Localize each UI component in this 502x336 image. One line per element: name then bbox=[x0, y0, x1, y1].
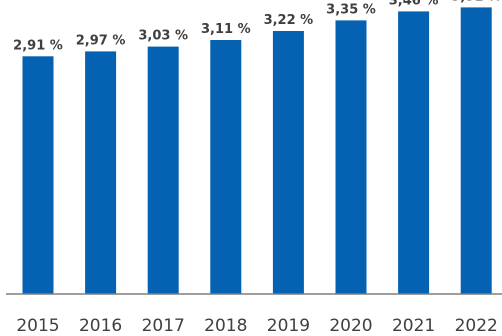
data-label-2017: 3,03 % bbox=[138, 29, 188, 44]
data-label-2016: 2,97 % bbox=[76, 33, 126, 48]
data-labels-group: 2,91 % 2,97 % 3,03 % 3,11 % 3,22 % 3,35 % 3,46… bbox=[13, 0, 501, 53]
data-label-2015: 2,91 % bbox=[13, 38, 63, 53]
bar-2015 bbox=[22, 56, 54, 294]
x-tick-label-2019: 2019 bbox=[267, 316, 310, 336]
bar-2021 bbox=[398, 11, 430, 295]
data-label-2018: 3,11 % bbox=[201, 22, 251, 37]
x-tick-label-2018: 2018 bbox=[204, 316, 247, 336]
bar-2017 bbox=[147, 46, 179, 294]
x-tick-label-2021: 2021 bbox=[392, 316, 435, 336]
x-tick-label-2017: 2017 bbox=[142, 316, 185, 336]
bar-2022 bbox=[460, 7, 492, 295]
data-label-2021: 3,46 % bbox=[389, 0, 439, 8]
data-label-2020: 3,35 % bbox=[326, 2, 376, 17]
data-label-2022: 3,51 % bbox=[451, 0, 501, 4]
x-tick-label-2016: 2016 bbox=[79, 316, 122, 336]
bar-2016 bbox=[85, 51, 117, 295]
data-label-2019: 3,22 % bbox=[264, 13, 314, 28]
bar-2019 bbox=[272, 31, 304, 294]
x-tick-label-2020: 2020 bbox=[329, 316, 372, 336]
x-tick-label-2015: 2015 bbox=[16, 316, 59, 336]
x-tick-labels-group: 2015 2016 2017 2018 2019 2020 2021 2022 bbox=[16, 316, 497, 336]
x-tick-label-2022: 2022 bbox=[455, 316, 498, 336]
bar-2018 bbox=[210, 40, 242, 294]
bar-2020 bbox=[335, 20, 367, 295]
bars-group bbox=[22, 7, 492, 295]
